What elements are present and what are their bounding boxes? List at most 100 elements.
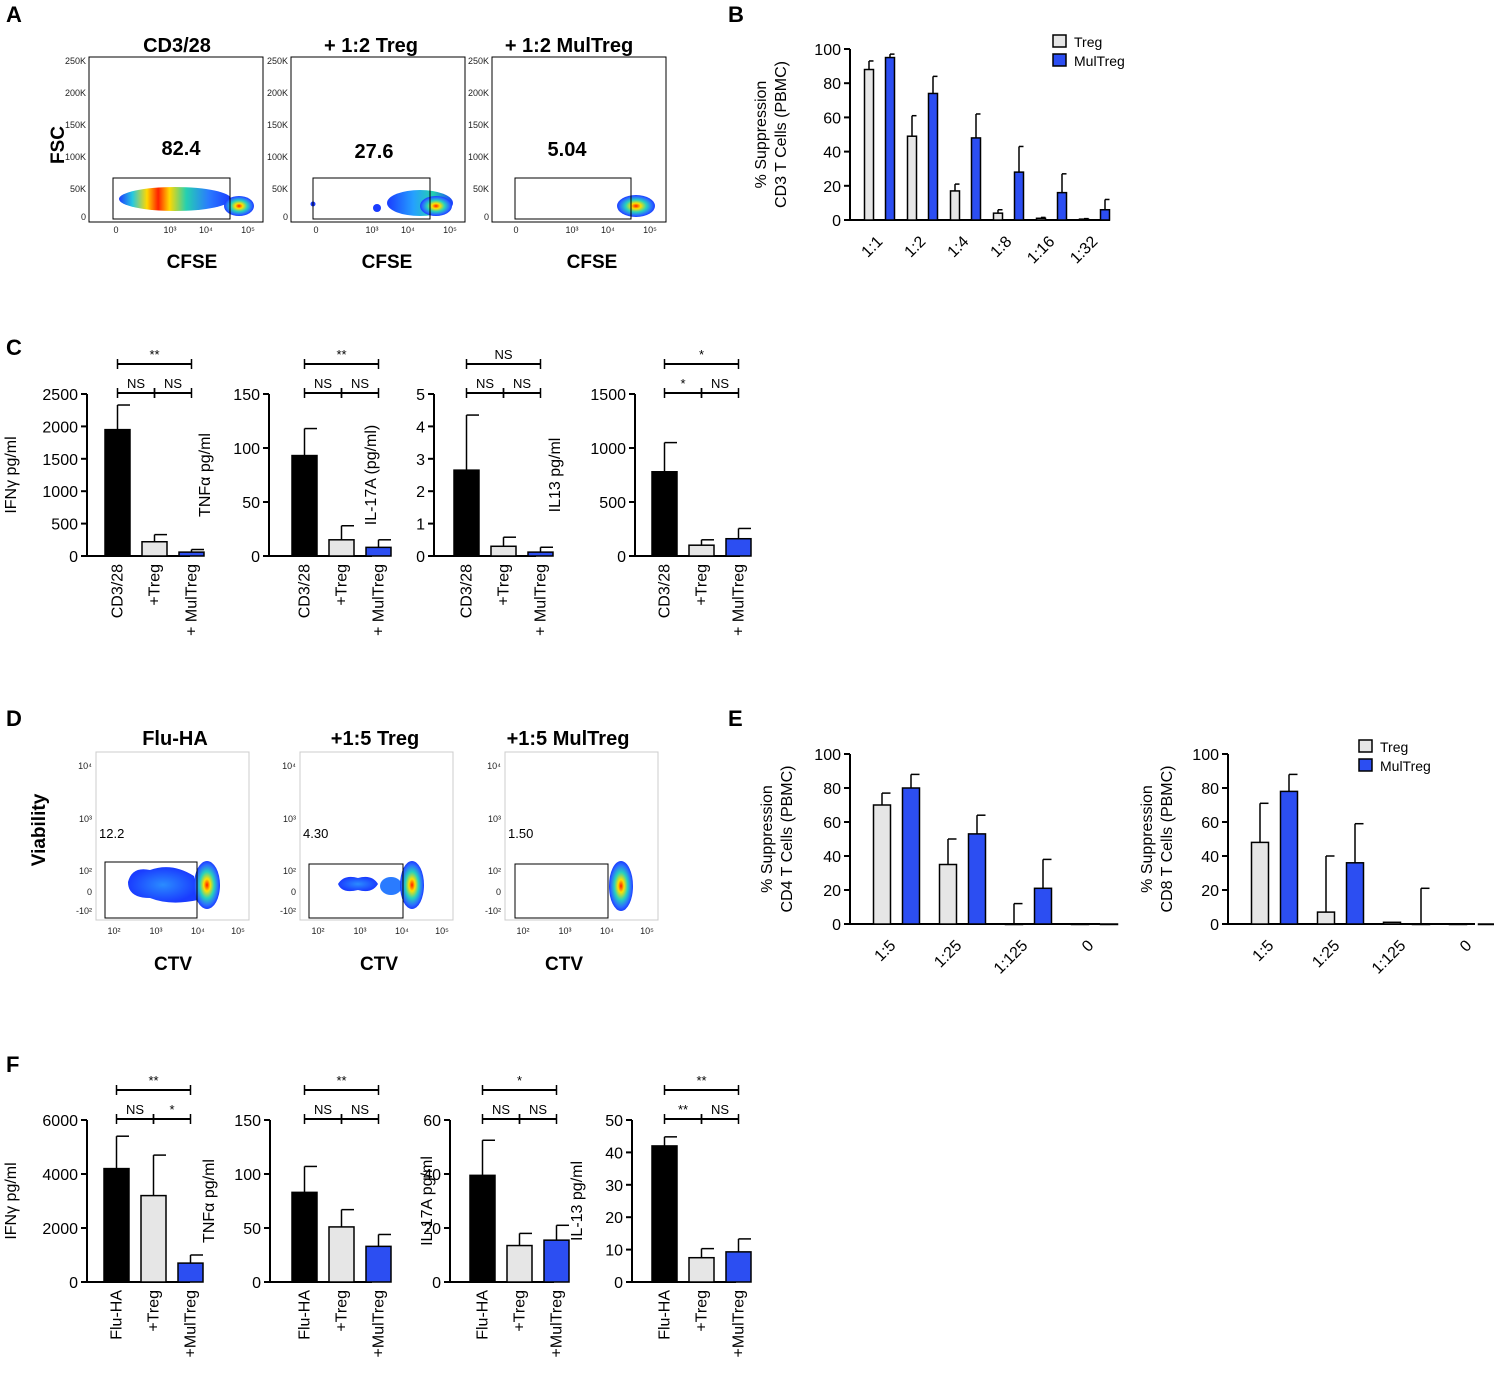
y-tick: 50K	[70, 184, 86, 194]
y-tick-label: 0	[617, 549, 626, 566]
y-tick-label: 0	[69, 1275, 78, 1292]
cell-population-peak	[420, 196, 452, 216]
x-tick-label: CD3/28	[297, 564, 314, 618]
flow-plot-d1: Flu-HA 10⁴ 10³ 10² 0 -10² 10² 10³ 10⁴ 10…	[76, 728, 250, 975]
x-tick-label: +Treg	[334, 564, 351, 606]
y-tick-label: 50	[242, 495, 260, 512]
x-tick: 10⁴	[191, 926, 205, 936]
y-tick-label: 100	[814, 42, 841, 59]
x-tick-label: +MulTreg	[731, 1290, 748, 1357]
gate-percentage: 12.2	[99, 826, 124, 841]
y-tick-label: 1500	[590, 387, 626, 404]
flow-plot-frame	[88, 56, 264, 223]
x-tick: 10⁵	[640, 926, 654, 936]
y-axis-label: % Suppression	[753, 81, 770, 189]
bar-1	[506, 1244, 533, 1283]
y-tick: 200K	[468, 88, 489, 98]
y-axis-label: TNFα pg/ml	[201, 1159, 218, 1243]
bar-treg	[1382, 921, 1402, 925]
y-axis-label: CD3 T Cells (PBMC)	[773, 61, 790, 208]
proliferation-gate	[104, 861, 198, 919]
bar-0	[291, 1191, 318, 1283]
bar-0	[469, 1174, 496, 1283]
x-tick: 10⁵	[443, 225, 457, 235]
significance-label: *	[680, 376, 685, 391]
y-tick-label: 6000	[42, 1113, 78, 1130]
cell-population-peak	[609, 861, 633, 911]
y-tick-label: 4000	[42, 1167, 78, 1184]
y-tick-label: 20	[1201, 883, 1219, 900]
gate-percentage: 5.04	[548, 139, 588, 161]
gate-percentage: 82.4	[162, 138, 202, 160]
significance-label: NS	[492, 1102, 510, 1117]
x-tick-label: 1:5	[872, 937, 900, 965]
cell-population	[119, 187, 231, 211]
flow-plot-frame	[95, 751, 250, 921]
y-tick: 0	[81, 212, 86, 222]
bar-1	[141, 540, 168, 557]
bar-treg	[949, 190, 961, 221]
flow-plot-d2: +1:5 Treg 10⁴ 10³ 10² 0 -10² 10² 10³ 10⁴…	[280, 728, 454, 975]
y-tick-label: 20	[823, 883, 841, 900]
y-tick: 200K	[267, 88, 288, 98]
y-tick-label: 4	[416, 419, 425, 436]
y-tick: 0	[496, 887, 501, 897]
bar-0	[651, 471, 678, 557]
x-tick-label: 1:25	[931, 937, 965, 971]
bar-1	[490, 545, 517, 557]
significance-label: **	[148, 1073, 158, 1088]
significance-label: **	[336, 1073, 346, 1088]
cell-population-peak	[400, 861, 424, 909]
panel-label-a: A	[6, 2, 22, 27]
proliferation-gate	[514, 177, 632, 220]
flow-plot-frame	[491, 56, 667, 223]
y-axis-label: IL13 pg/ml	[547, 438, 564, 513]
cell-dot	[373, 204, 381, 212]
x-tick-label: CD3/28	[110, 564, 127, 618]
flow-plot-title: Flu-HA	[142, 728, 208, 750]
significance-label: *	[699, 347, 704, 362]
y-tick-label: 80	[823, 781, 841, 798]
chart-f-ifng: 0 2000 4000 6000 IFNγ pg/ml Flu-HA +Treg +MulTr…	[3, 1073, 204, 1357]
y-tick-label: 0	[832, 213, 841, 230]
bar-multreg	[1411, 923, 1431, 926]
chart-b-cd3-suppression: 0 20 40 60 80 100 % Suppression CD3 T Cells (PB…	[753, 34, 1125, 267]
y-axis-label: TNFα pg/ml	[197, 433, 214, 517]
y-tick: 250K	[65, 56, 86, 66]
y-tick-label: 500	[599, 495, 626, 512]
bar-multreg	[1345, 862, 1365, 925]
legend-swatch	[1052, 53, 1067, 67]
cell-population-peak	[224, 196, 254, 216]
x-tick: 10³	[163, 225, 176, 235]
cell-population-peak	[617, 195, 655, 217]
x-tick-label: Flu-HA	[475, 1290, 492, 1340]
x-tick-label: 1:4	[945, 233, 973, 261]
legend-swatch	[1052, 34, 1067, 48]
bar-2	[178, 551, 205, 557]
chart-e-cd4-suppression: 0 20 40 60 80 100 % Suppression CD4 T Cells (PB…	[759, 747, 1119, 978]
bar-treg	[1316, 911, 1336, 925]
cell-population-peak	[194, 861, 220, 909]
bar-multreg	[1033, 887, 1053, 925]
x-tick-label: 1:8	[988, 233, 1016, 261]
y-tick: 100K	[65, 152, 86, 162]
y-tick-label: 100	[233, 441, 260, 458]
y-tick: 150K	[65, 120, 86, 130]
y-tick-label: 0	[69, 549, 78, 566]
x-tick-label: 0	[1457, 937, 1475, 955]
x-tick: 10³	[365, 225, 378, 235]
y-tick: -10²	[76, 906, 92, 916]
x-tick-label: CD3/28	[459, 564, 476, 618]
y-axis-label: % Suppression	[1139, 785, 1156, 893]
y-tick-label: 0	[1210, 917, 1219, 934]
bar-multreg	[1013, 171, 1025, 221]
flow-plot-title: +1:5 MulTreg	[507, 728, 630, 750]
y-tick-label: 0	[832, 917, 841, 934]
x-axis-label: CTV	[360, 954, 398, 975]
chart-c-ifng: 0 500 1000 1500 2000 2500 IFNγ pg/ml CD3/28 +Tre…	[3, 347, 205, 636]
bar-treg	[1004, 923, 1024, 926]
chart-f-il17a: 0 20 40 60 IL-17A pg/ml Flu-HA +Treg +MulTreg * N…	[419, 1073, 570, 1357]
y-tick-label: 0	[251, 549, 260, 566]
y-tick-label: 100	[234, 1167, 261, 1184]
y-tick-label: 2000	[42, 1221, 78, 1238]
